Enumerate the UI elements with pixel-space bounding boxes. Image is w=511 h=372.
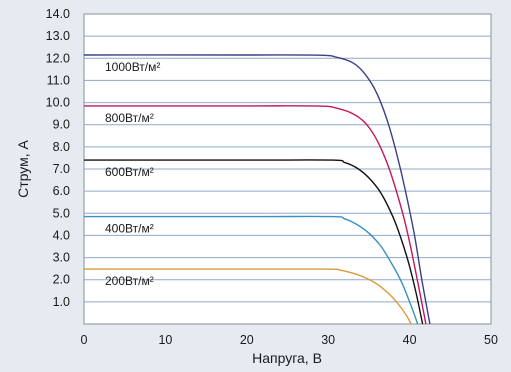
x-tick-labels: 0 10 20 30 40 50 [81,333,498,347]
x-tick-label: 20 [240,333,254,347]
series-label: 200Вт/м² [105,274,154,288]
y-tick-label: 13.0 [46,29,70,43]
y-tick-label: 10.0 [46,96,70,110]
series-label: 800Вт/м² [105,111,154,125]
y-axis-label: Струм, А [15,139,31,197]
series-group [83,54,431,325]
x-tick-label: 30 [321,333,335,347]
series-label: 400Вт/м² [105,222,154,236]
y-tick-label: 4.0 [53,228,70,242]
y-tick-label: 6.0 [53,184,70,198]
y-tick-label: 14.0 [46,7,70,21]
y-tick-label: 9.0 [53,118,70,132]
y-tick-label: 11.0 [47,73,70,87]
y-tick-label: 1.0 [53,295,70,309]
series-line [83,159,424,325]
series-line [83,54,431,325]
series-label: 600Вт/м² [105,165,154,179]
y-tick-label: 3.0 [53,251,70,265]
series-line [84,268,412,325]
y-tick-labels: 1.0 2.0 3.0 4.0 5.0 6.0 7.0 8.0 9.0 10.0 11.0 12.0 1… [46,7,70,309]
series-label: 1000Вт/м² [105,60,160,74]
x-tick-label: 50 [484,333,498,347]
y-tick-label: 7.0 [53,162,70,176]
x-tick-label: 0 [81,333,88,347]
y-tick-label: 8.0 [53,140,70,154]
y-tick-label: 5.0 [53,206,70,220]
x-axis-label: Напруга, В [252,350,322,366]
series-line [83,105,427,325]
series-labels: 1000Вт/м² 800Вт/м² 600Вт/м² 400Вт/м² 200Вт/м… [105,60,160,288]
x-tick-label: 40 [403,333,417,347]
series-line [83,215,419,325]
y-tick-label: 12.0 [46,51,70,65]
x-tick-label: 10 [158,333,172,347]
y-tick-label: 2.0 [53,273,70,287]
grid-lines [84,35,491,303]
